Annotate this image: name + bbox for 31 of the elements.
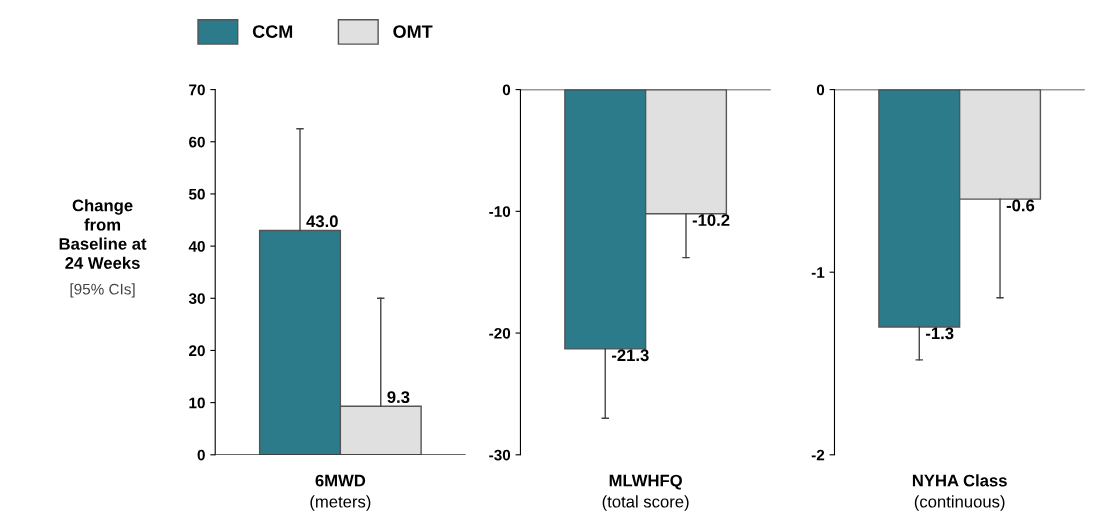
x-tick-label: 6MWD <box>315 474 366 487</box>
data-label: -21.3 <box>611 349 649 362</box>
data-label: -0.6 <box>1006 199 1035 212</box>
y-tick-label: 0 <box>816 84 825 96</box>
y-tick-label: 70 <box>189 84 205 96</box>
y-tick-label: 0 <box>502 84 511 96</box>
legend-label: OMT <box>393 25 433 38</box>
x-axis-title: (meters) <box>310 495 371 511</box>
y-tick-label: 30 <box>188 293 205 304</box>
text: [95% CIs] <box>70 283 135 298</box>
y-tick-label: -30 <box>489 449 511 461</box>
data-label: 43.0 <box>306 215 338 228</box>
x-axis-title: (continuous) <box>914 495 1005 511</box>
data-label: 9.3 <box>387 391 410 404</box>
y-tick-label: 40 <box>188 240 205 252</box>
legend-label: CCM <box>252 25 293 38</box>
y-tick-label: -2 <box>811 449 825 461</box>
y-tick-label: 60 <box>189 136 205 148</box>
y-tick-label: -20 <box>489 327 511 339</box>
x-axis-title: (total score) <box>602 495 689 511</box>
x-tick-label: NYHA Class <box>912 474 1007 487</box>
x-tick-label: MLWHFQ <box>609 474 682 490</box>
y-tick-label: 10 <box>189 397 205 409</box>
y-tick-label: -1 <box>811 267 825 278</box>
data-label: -1.3 <box>925 327 954 340</box>
y-axis-title: Change from Baseline at 24 Weeks <box>59 199 147 269</box>
y-tick-label: 20 <box>189 345 205 357</box>
y-tick-label: -10 <box>489 206 511 218</box>
y-tick-label: 50 <box>188 188 205 200</box>
data-label: -10.2 <box>692 214 730 226</box>
y-tick-label: 0 <box>197 449 205 461</box>
